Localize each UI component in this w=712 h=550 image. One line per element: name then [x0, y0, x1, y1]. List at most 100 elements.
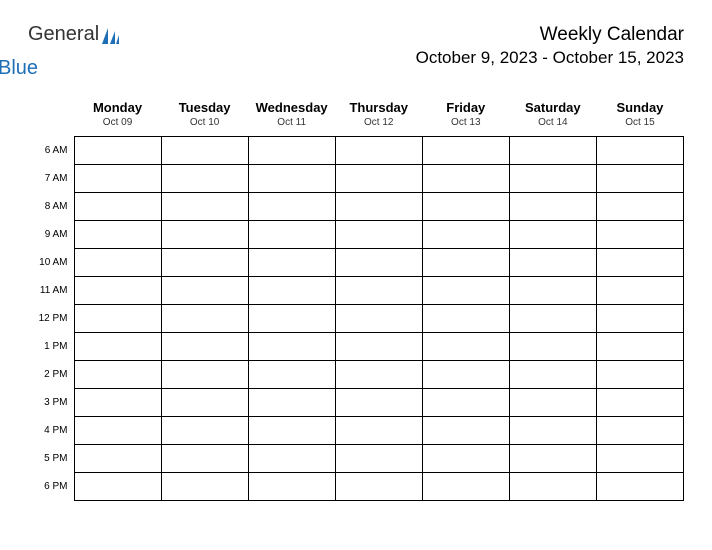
calendar-slot[interactable]: [74, 277, 161, 305]
calendar-slot[interactable]: [596, 249, 683, 277]
calendar-slot[interactable]: [248, 193, 335, 221]
calendar-slot[interactable]: [335, 445, 422, 473]
page-title: Weekly Calendar: [416, 24, 684, 46]
calendar-slot[interactable]: [596, 305, 683, 333]
calendar-slot[interactable]: [161, 221, 248, 249]
calendar-slot[interactable]: [335, 305, 422, 333]
calendar-slot[interactable]: [422, 389, 509, 417]
calendar-slot[interactable]: [509, 305, 596, 333]
calendar-slot[interactable]: [335, 473, 422, 501]
calendar-slot[interactable]: [248, 305, 335, 333]
calendar-slot[interactable]: [335, 361, 422, 389]
calendar-slot[interactable]: [74, 249, 161, 277]
calendar-slot[interactable]: [509, 137, 596, 165]
calendar-slot[interactable]: [422, 473, 509, 501]
calendar-slot[interactable]: [335, 193, 422, 221]
calendar-slot[interactable]: [248, 333, 335, 361]
calendar-slot[interactable]: [422, 445, 509, 473]
calendar-slot[interactable]: [248, 221, 335, 249]
calendar-slot[interactable]: [509, 473, 596, 501]
calendar-slot[interactable]: [596, 445, 683, 473]
calendar-slot[interactable]: [248, 417, 335, 445]
calendar-slot[interactable]: [161, 473, 248, 501]
calendar-slot[interactable]: [596, 417, 683, 445]
calendar-slot[interactable]: [248, 445, 335, 473]
calendar-slot[interactable]: [248, 165, 335, 193]
calendar-slot[interactable]: [74, 137, 161, 165]
time-label: 12 PM: [28, 305, 74, 333]
calendar-slot[interactable]: [248, 249, 335, 277]
calendar-slot[interactable]: [596, 193, 683, 221]
calendar-slot[interactable]: [161, 165, 248, 193]
calendar-slot[interactable]: [509, 221, 596, 249]
hour-row: 5 PM: [28, 445, 684, 473]
calendar-slot[interactable]: [161, 249, 248, 277]
calendar-slot[interactable]: [422, 333, 509, 361]
calendar-slot[interactable]: [335, 417, 422, 445]
calendar-slot[interactable]: [509, 277, 596, 305]
calendar-slot[interactable]: [596, 137, 683, 165]
calendar-slot[interactable]: [74, 333, 161, 361]
calendar-slot[interactable]: [335, 165, 422, 193]
calendar-slot[interactable]: [161, 305, 248, 333]
time-label: 8 AM: [28, 193, 74, 221]
calendar-slot[interactable]: [74, 445, 161, 473]
calendar-slot[interactable]: [74, 361, 161, 389]
calendar-slot[interactable]: [335, 333, 422, 361]
calendar-slot[interactable]: [248, 137, 335, 165]
time-label: 11 AM: [28, 277, 74, 305]
time-label: 9 AM: [28, 221, 74, 249]
calendar-slot[interactable]: [161, 361, 248, 389]
calendar-slot[interactable]: [161, 277, 248, 305]
calendar-slot[interactable]: [161, 445, 248, 473]
calendar-slot[interactable]: [509, 249, 596, 277]
calendar-slot[interactable]: [248, 277, 335, 305]
calendar-slot[interactable]: [509, 389, 596, 417]
calendar-slot[interactable]: [422, 221, 509, 249]
calendar-slot[interactable]: [422, 305, 509, 333]
calendar-slot[interactable]: [74, 193, 161, 221]
calendar-slot[interactable]: [74, 305, 161, 333]
calendar-slot[interactable]: [596, 473, 683, 501]
calendar-slot[interactable]: [422, 193, 509, 221]
calendar-slot[interactable]: [74, 165, 161, 193]
calendar-slot[interactable]: [161, 417, 248, 445]
calendar-slot[interactable]: [422, 361, 509, 389]
calendar-slot[interactable]: [422, 249, 509, 277]
calendar-slot[interactable]: [509, 193, 596, 221]
calendar-slot[interactable]: [335, 137, 422, 165]
calendar-slot[interactable]: [509, 445, 596, 473]
calendar-slot[interactable]: [422, 137, 509, 165]
calendar-slot[interactable]: [596, 165, 683, 193]
calendar-slot[interactable]: [335, 221, 422, 249]
calendar-slot[interactable]: [74, 221, 161, 249]
calendar-slot[interactable]: [596, 361, 683, 389]
calendar-slot[interactable]: [335, 277, 422, 305]
calendar-slot[interactable]: [509, 417, 596, 445]
date-header: Oct 10: [161, 117, 248, 137]
calendar-slot[interactable]: [509, 333, 596, 361]
calendar-slot[interactable]: [161, 137, 248, 165]
calendar-slot[interactable]: [422, 417, 509, 445]
calendar-slot[interactable]: [74, 389, 161, 417]
calendar-slot[interactable]: [335, 249, 422, 277]
hour-row: 1 PM: [28, 333, 684, 361]
calendar-slot[interactable]: [422, 165, 509, 193]
calendar-slot[interactable]: [509, 165, 596, 193]
calendar-slot[interactable]: [74, 473, 161, 501]
calendar-slot[interactable]: [596, 389, 683, 417]
corner-cell: [28, 117, 74, 137]
calendar-slot[interactable]: [161, 389, 248, 417]
calendar-slot[interactable]: [248, 361, 335, 389]
calendar-slot[interactable]: [509, 361, 596, 389]
calendar-slot[interactable]: [248, 473, 335, 501]
calendar-slot[interactable]: [596, 277, 683, 305]
calendar-slot[interactable]: [596, 221, 683, 249]
calendar-slot[interactable]: [74, 417, 161, 445]
calendar-slot[interactable]: [335, 389, 422, 417]
calendar-slot[interactable]: [422, 277, 509, 305]
calendar-slot[interactable]: [596, 333, 683, 361]
calendar-slot[interactable]: [248, 389, 335, 417]
calendar-slot[interactable]: [161, 333, 248, 361]
calendar-slot[interactable]: [161, 193, 248, 221]
